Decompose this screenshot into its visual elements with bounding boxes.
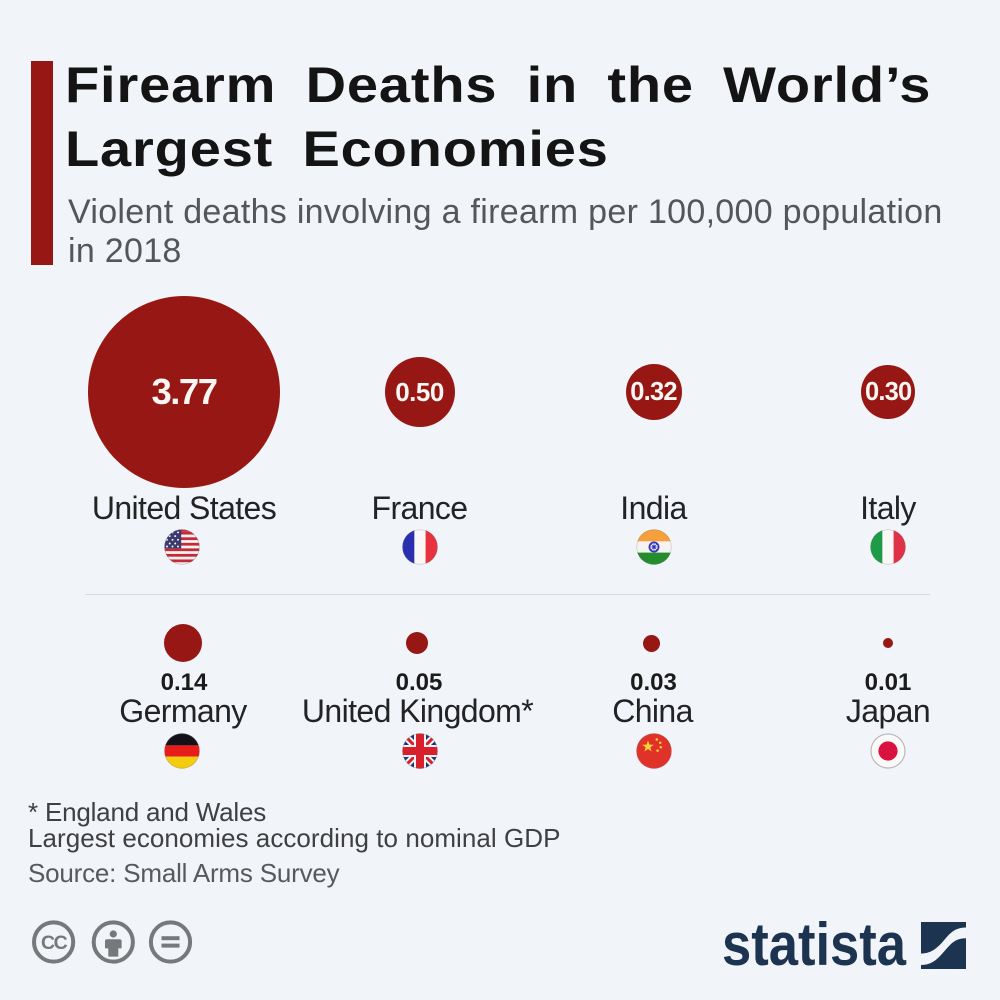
svg-text:CC: CC bbox=[41, 932, 68, 954]
svg-text:statista: statista bbox=[722, 911, 907, 978]
